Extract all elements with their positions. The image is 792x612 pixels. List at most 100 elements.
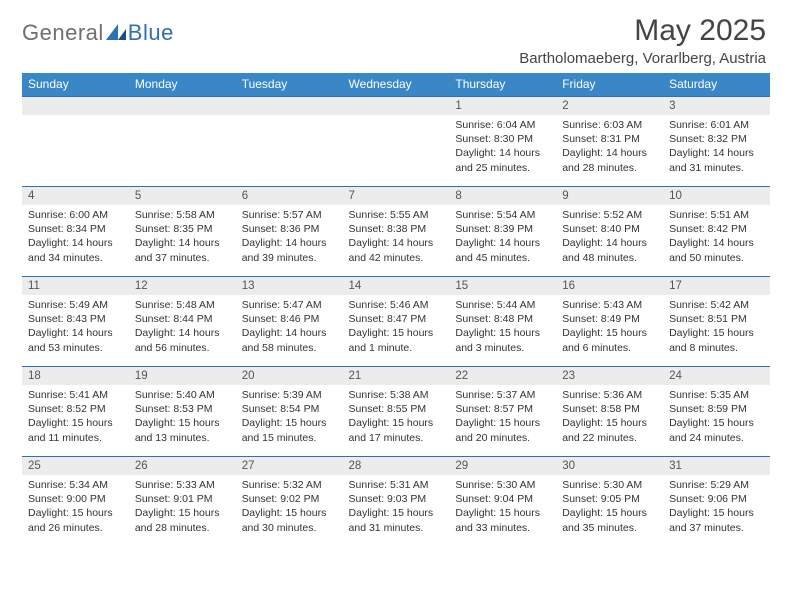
day-day1: Daylight: 14 hours xyxy=(242,236,337,250)
day-number: 21 xyxy=(349,370,362,382)
day-details-cell: Sunrise: 5:51 AMSunset: 8:42 PMDaylight:… xyxy=(663,205,770,277)
day-sunrise: Sunrise: 5:42 AM xyxy=(669,298,764,312)
day-day1: Daylight: 14 hours xyxy=(28,326,123,340)
day-day1: Daylight: 14 hours xyxy=(135,236,230,250)
day-day1: Daylight: 15 hours xyxy=(28,506,123,520)
day-sunrise: Sunrise: 5:55 AM xyxy=(349,208,444,222)
day-day1: Daylight: 14 hours xyxy=(242,326,337,340)
day-number: 22 xyxy=(455,370,468,382)
day-sunrise: Sunrise: 5:34 AM xyxy=(28,478,123,492)
day-details-cell: Sunrise: 6:03 AMSunset: 8:31 PMDaylight:… xyxy=(556,115,663,187)
day-day1: Daylight: 15 hours xyxy=(28,416,123,430)
day-sunset: Sunset: 8:52 PM xyxy=(28,402,123,416)
day-day2: and 34 minutes. xyxy=(28,251,123,265)
day-number-cell: 9 xyxy=(556,187,663,206)
day-number: 19 xyxy=(135,370,148,382)
week-daynum-row: 11121314151617 xyxy=(22,277,770,296)
day-sunset: Sunset: 8:48 PM xyxy=(455,312,550,326)
day-day1: Daylight: 15 hours xyxy=(349,326,444,340)
day-number: 18 xyxy=(28,370,41,382)
day-sunrise: Sunrise: 5:33 AM xyxy=(135,478,230,492)
day-number: 20 xyxy=(242,370,255,382)
day-day1: Daylight: 14 hours xyxy=(455,146,550,160)
day-sunrise: Sunrise: 5:32 AM xyxy=(242,478,337,492)
day-sunrise: Sunrise: 6:04 AM xyxy=(455,118,550,132)
day-number-cell: 22 xyxy=(449,367,556,386)
day-sunrise: Sunrise: 5:37 AM xyxy=(455,388,550,402)
day-details-cell: Sunrise: 5:42 AMSunset: 8:51 PMDaylight:… xyxy=(663,295,770,367)
day-number: 27 xyxy=(242,460,255,472)
day-day1: Daylight: 15 hours xyxy=(455,326,550,340)
day-details-cell: Sunrise: 5:38 AMSunset: 8:55 PMDaylight:… xyxy=(343,385,450,457)
day-number-cell: 8 xyxy=(449,187,556,206)
day-sunrise: Sunrise: 5:30 AM xyxy=(455,478,550,492)
week-daynum-row: 25262728293031 xyxy=(22,457,770,476)
day-day1: Daylight: 14 hours xyxy=(562,236,657,250)
day-day1: Daylight: 15 hours xyxy=(135,506,230,520)
day-details-cell: Sunrise: 5:52 AMSunset: 8:40 PMDaylight:… xyxy=(556,205,663,277)
day-sunset: Sunset: 8:39 PM xyxy=(455,222,550,236)
day-number: 26 xyxy=(135,460,148,472)
day-sunset: Sunset: 8:31 PM xyxy=(562,132,657,146)
day-details-cell: Sunrise: 5:49 AMSunset: 8:43 PMDaylight:… xyxy=(22,295,129,367)
day-sunset: Sunset: 8:30 PM xyxy=(455,132,550,146)
day-number: 9 xyxy=(562,190,568,202)
day-day2: and 42 minutes. xyxy=(349,251,444,265)
day-sunrise: Sunrise: 5:40 AM xyxy=(135,388,230,402)
day-day1: Daylight: 15 hours xyxy=(455,416,550,430)
day-day2: and 31 minutes. xyxy=(669,161,764,175)
day-details-cell xyxy=(22,115,129,187)
day-details-cell xyxy=(129,115,236,187)
day-number-cell: 11 xyxy=(22,277,129,296)
day-number: 1 xyxy=(455,100,461,112)
day-day2: and 15 minutes. xyxy=(242,431,337,445)
day-number: 6 xyxy=(242,190,248,202)
day-day1: Daylight: 15 hours xyxy=(135,416,230,430)
day-sunset: Sunset: 8:55 PM xyxy=(349,402,444,416)
calendar-body: 123Sunrise: 6:04 AMSunset: 8:30 PMDaylig… xyxy=(22,97,770,547)
day-day1: Daylight: 15 hours xyxy=(562,506,657,520)
day-details-cell: Sunrise: 5:29 AMSunset: 9:06 PMDaylight:… xyxy=(663,475,770,546)
day-number: 29 xyxy=(455,460,468,472)
day-day2: and 3 minutes. xyxy=(455,341,550,355)
day-number: 7 xyxy=(349,190,355,202)
day-sunset: Sunset: 8:38 PM xyxy=(349,222,444,236)
day-day2: and 45 minutes. xyxy=(455,251,550,265)
day-number-cell: 31 xyxy=(663,457,770,476)
day-day2: and 26 minutes. xyxy=(28,521,123,535)
day-day1: Daylight: 15 hours xyxy=(242,416,337,430)
calendar-page: General Blue May 2025 Bartholomaeberg, V… xyxy=(0,0,792,612)
day-number-cell: 29 xyxy=(449,457,556,476)
day-number-cell xyxy=(343,97,450,116)
col-sunday: Sunday xyxy=(22,73,129,97)
day-day2: and 8 minutes. xyxy=(669,341,764,355)
day-sunrise: Sunrise: 5:52 AM xyxy=(562,208,657,222)
day-day2: and 50 minutes. xyxy=(669,251,764,265)
day-sunset: Sunset: 8:47 PM xyxy=(349,312,444,326)
header: General Blue May 2025 Bartholomaeberg, V… xyxy=(22,14,770,73)
logo-mark-icon xyxy=(106,20,126,46)
day-day2: and 20 minutes. xyxy=(455,431,550,445)
day-day2: and 25 minutes. xyxy=(455,161,550,175)
day-day1: Daylight: 15 hours xyxy=(669,326,764,340)
day-day2: and 56 minutes. xyxy=(135,341,230,355)
day-number-cell: 23 xyxy=(556,367,663,386)
day-sunrise: Sunrise: 5:51 AM xyxy=(669,208,764,222)
day-number-cell: 15 xyxy=(449,277,556,296)
day-day2: and 39 minutes. xyxy=(242,251,337,265)
day-sunset: Sunset: 9:06 PM xyxy=(669,492,764,506)
day-sunrise: Sunrise: 5:29 AM xyxy=(669,478,764,492)
day-day2: and 1 minute. xyxy=(349,341,444,355)
day-number-cell: 26 xyxy=(129,457,236,476)
day-sunset: Sunset: 8:53 PM xyxy=(135,402,230,416)
day-number-cell: 7 xyxy=(343,187,450,206)
day-sunset: Sunset: 8:51 PM xyxy=(669,312,764,326)
col-friday: Friday xyxy=(556,73,663,97)
day-day1: Daylight: 15 hours xyxy=(669,506,764,520)
day-details-cell: Sunrise: 5:39 AMSunset: 8:54 PMDaylight:… xyxy=(236,385,343,457)
week-details-row: Sunrise: 6:04 AMSunset: 8:30 PMDaylight:… xyxy=(22,115,770,187)
day-number-cell: 6 xyxy=(236,187,343,206)
day-sunrise: Sunrise: 5:58 AM xyxy=(135,208,230,222)
day-sunset: Sunset: 9:01 PM xyxy=(135,492,230,506)
day-sunset: Sunset: 9:04 PM xyxy=(455,492,550,506)
